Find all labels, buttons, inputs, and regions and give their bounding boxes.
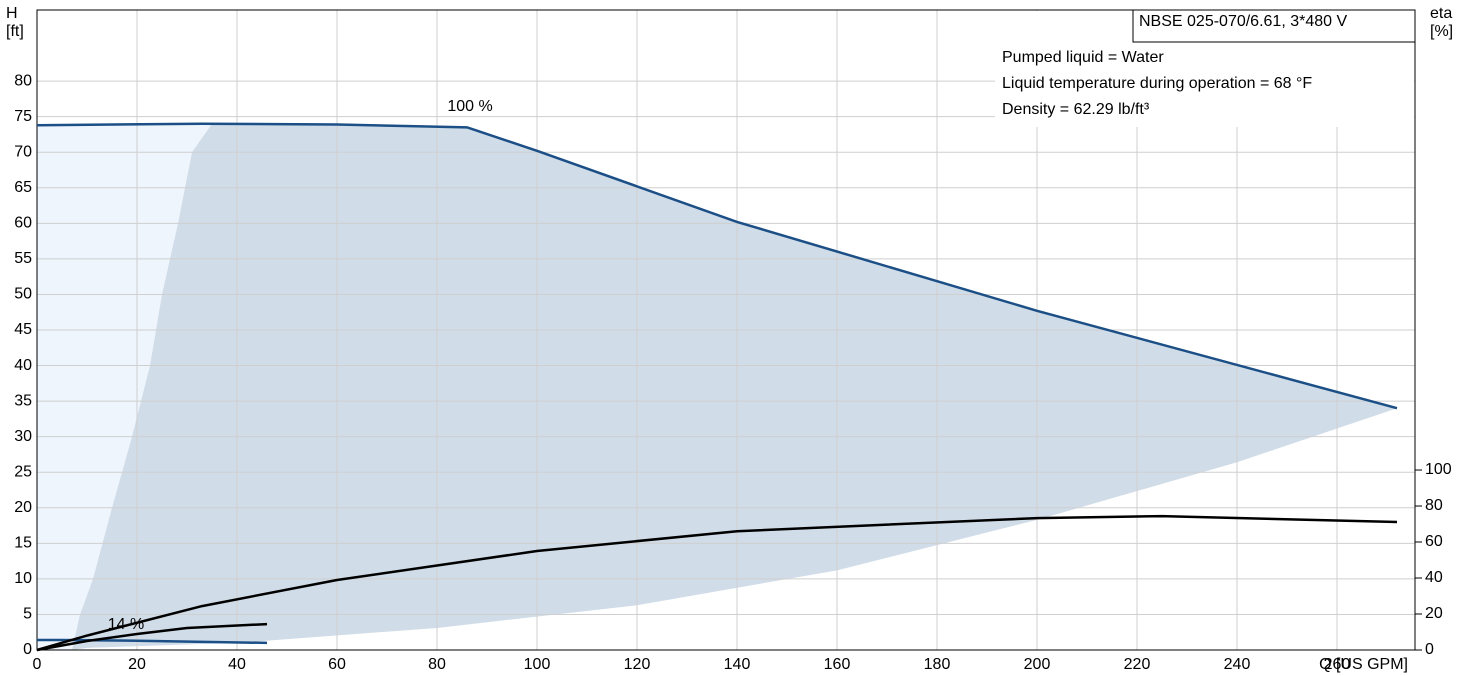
y-tick-label: 35 (14, 392, 32, 409)
y2-tick-label: 80 (1425, 497, 1443, 514)
y-axis-title: [ft] (6, 23, 24, 40)
x-axis-title: Q [US GPM] (1319, 656, 1408, 673)
y-tick-label: 50 (14, 286, 32, 303)
y2-tick-label: 100 (1425, 461, 1452, 478)
x-tick-label: 180 (924, 656, 951, 673)
info-text: Liquid temperature during operation = 68… (1002, 75, 1312, 92)
x-tick-label: 200 (1024, 656, 1051, 673)
y-tick-label: 45 (14, 321, 32, 338)
x-tick-label: 40 (228, 656, 246, 673)
operating-area (37, 123, 212, 651)
x-tick-label: 260 (1324, 656, 1351, 673)
x-tick-label: 0 (33, 656, 42, 673)
x-tick-label: 160 (824, 656, 851, 673)
y2-tick-label: 60 (1425, 533, 1443, 550)
curve-label: 14 % (108, 616, 144, 633)
y-tick-label: 25 (14, 463, 32, 480)
x-tick-label: 220 (1124, 656, 1151, 673)
y-tick-label: 60 (14, 215, 32, 232)
y-tick-label: 10 (14, 570, 32, 587)
info-text: Pumped liquid = Water (1002, 49, 1164, 66)
y-tick-label: 65 (14, 179, 32, 196)
x-tick-label: 60 (328, 656, 346, 673)
curve-label: 100 % (447, 98, 492, 115)
y-tick-label: 20 (14, 499, 32, 516)
curve (36, 622, 268, 652)
y-tick-label: 15 (14, 535, 32, 552)
chart-title: NBSE 025-070/6.61, 3*480 V (1139, 13, 1347, 30)
x-tick-label: 20 (128, 656, 146, 673)
y2-tick-label: 20 (1425, 605, 1443, 622)
y2-tick-label: 40 (1425, 569, 1443, 586)
y-tick-label: 75 (14, 108, 32, 125)
info-text: Density = 62.29 lb/ft³ (1002, 101, 1150, 118)
x-tick-label: 140 (724, 656, 751, 673)
curve (36, 514, 1398, 652)
y-tick-label: 70 (14, 143, 32, 160)
y-tick-label: 40 (14, 357, 32, 374)
x-tick-label: 100 (524, 656, 551, 673)
y-tick-label: 5 (23, 606, 32, 623)
y2-axis-title: eta (1430, 5, 1452, 22)
x-tick-label: 80 (428, 656, 446, 673)
x-tick-label: 120 (624, 656, 651, 673)
curve (36, 122, 1398, 410)
plot-frame (36, 9, 1416, 651)
x-tick-label: 240 (1224, 656, 1251, 673)
operating-area (72, 123, 1397, 651)
y-tick-label: 30 (14, 428, 32, 445)
y-tick-label: 80 (14, 72, 32, 89)
y2-axis-title: [%] (1430, 23, 1453, 40)
y-tick-label: 0 (23, 641, 32, 658)
y-axis-title: H (6, 5, 18, 22)
y-tick-label: 55 (14, 250, 32, 267)
y2-tick-label: 0 (1425, 641, 1434, 658)
